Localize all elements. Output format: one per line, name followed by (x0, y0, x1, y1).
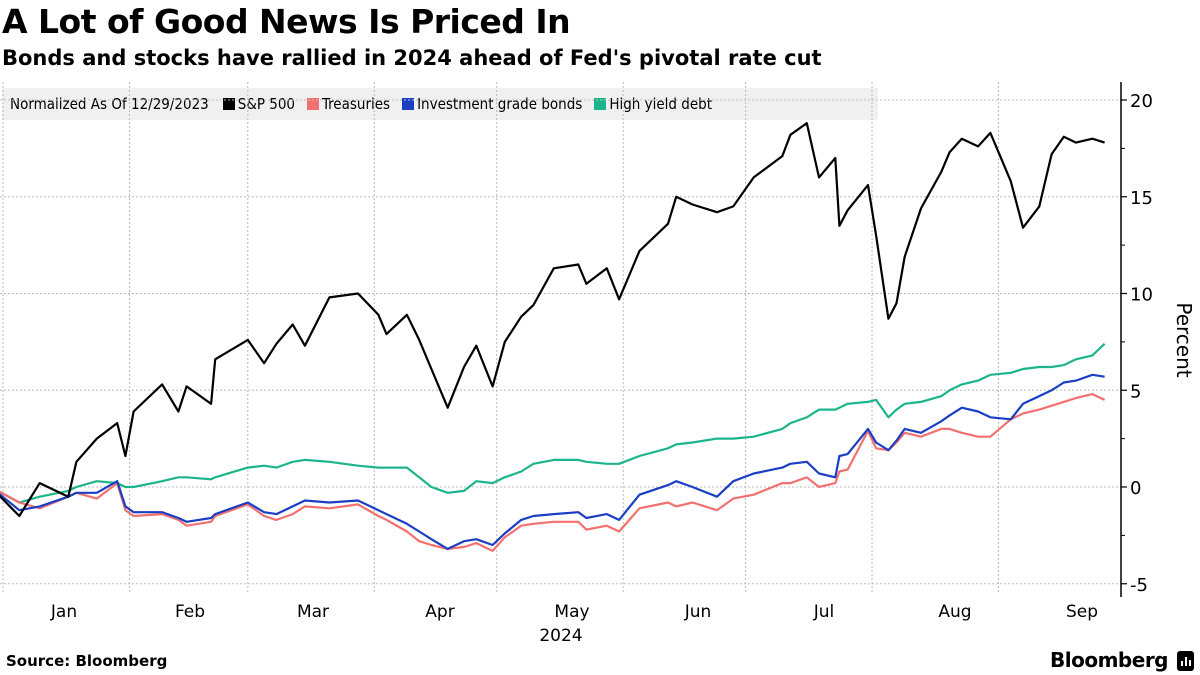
series-line-high-yield-debt (0, 343, 1106, 504)
y-tick-label: 15 (1130, 188, 1153, 209)
y-tick-label: 0 (1130, 478, 1141, 499)
x-tick-label: Jan (50, 602, 77, 622)
chart-title: A Lot of Good News Is Priced In (2, 2, 571, 41)
series-line-s-p-500 (0, 122, 1105, 518)
series-line-investment-grade-bonds (0, 373, 1105, 551)
y-tick-label: 5 (1130, 381, 1141, 402)
legend-note: Normalized As Of 12/29/2023 (10, 95, 209, 113)
legend-swatch (307, 98, 320, 110)
source-note: Source: Bloomberg (6, 652, 168, 670)
x-tick-label: Jun (684, 602, 712, 622)
legend: Normalized As Of 12/29/2023 S&P 500 Trea… (2, 88, 878, 120)
x-tick-label: Jul (813, 602, 835, 622)
legend-swatch (222, 98, 235, 110)
brand-logo: Bloomberg (1050, 648, 1168, 672)
y-tick-label: 10 (1130, 285, 1153, 306)
y-tick-label: 20 (1130, 91, 1153, 112)
legend-label: High yield debt (609, 95, 713, 113)
legend-item-high-yield: High yield debt (594, 95, 712, 113)
y-tick-label: -5 (1130, 575, 1148, 596)
chart-subtitle: Bonds and stocks have rallied in 2024 ah… (2, 46, 822, 70)
legend-swatch (402, 98, 415, 110)
x-tick-label: Sep (1066, 602, 1098, 622)
y-axis-label: Percent (1172, 302, 1196, 377)
x-tick-label: Mar (297, 602, 329, 622)
legend-swatch (594, 98, 607, 110)
x-tick-label: May (554, 602, 589, 622)
series-line-treasuries (0, 393, 1106, 553)
x-tick-label: Aug (938, 602, 971, 622)
bloomberg-terminal-icon (1177, 651, 1194, 671)
x-axis-label: 2024 (539, 626, 582, 646)
x-tick-label: Feb (175, 602, 205, 622)
x-tick-label: Apr (425, 602, 454, 622)
